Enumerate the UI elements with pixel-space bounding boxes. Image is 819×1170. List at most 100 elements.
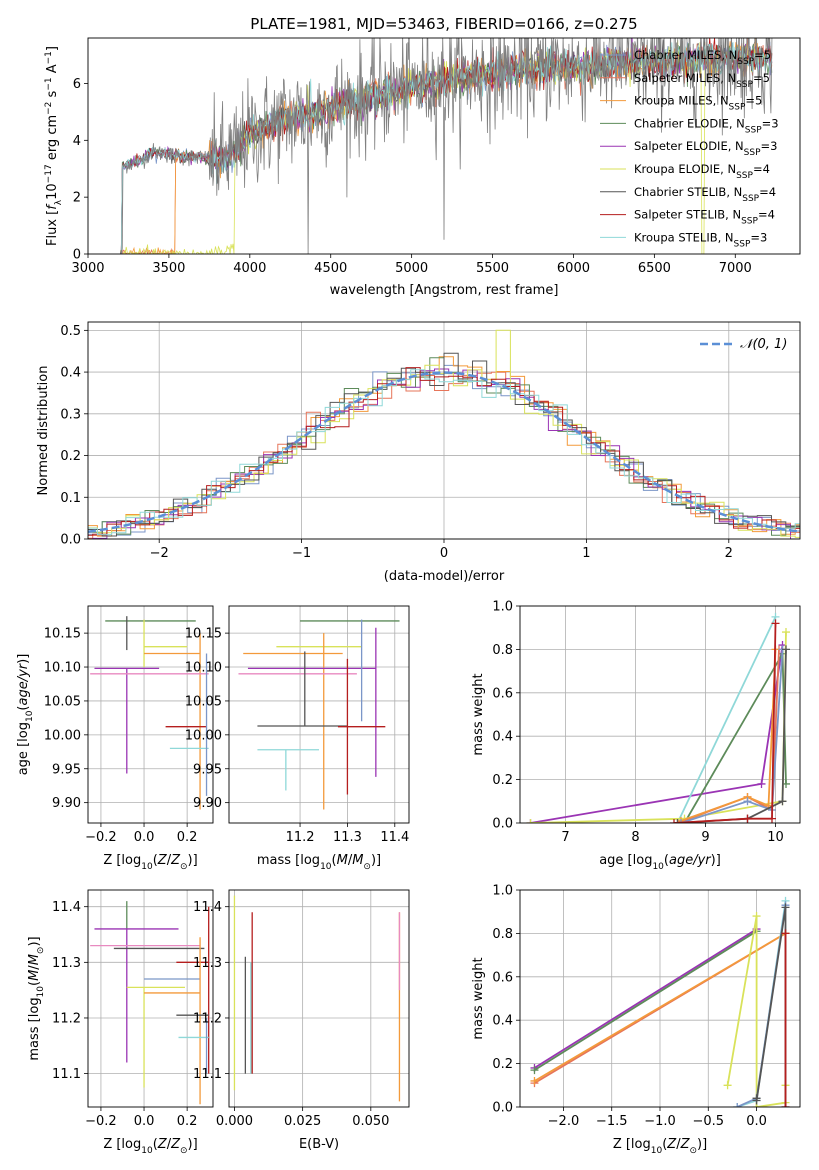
y-tick-label: 0.2 <box>492 773 513 788</box>
y-tick-label: 0.6 <box>492 686 513 701</box>
weight_vs_age-axes: 7 8 9 10 0.0 0.2 0.4 0.6 0.8 1.0 <box>492 600 800 845</box>
legend-entry: Kroupa MILES, NSSP=5 <box>634 94 762 113</box>
x-axis-label: mass [log10(M/M⊙)] <box>257 853 381 872</box>
weight-marker <box>530 1076 539 1085</box>
x-axis-label: (data-model)/error <box>384 569 505 584</box>
y-tick-label: 0.5 <box>60 324 81 339</box>
x-axis-label: Z [log10(Z/Z⊙)] <box>103 1137 197 1156</box>
errorbar-point <box>257 749 319 791</box>
x-tick-label: 11.2 <box>286 830 315 845</box>
x-tick-label: −1.5 <box>596 1114 628 1129</box>
spectrum-plot-area <box>120 38 773 254</box>
y-tick-label: 10.00 <box>44 728 81 743</box>
legend-entry: Chabrier STELIB, NSSP=4 <box>634 185 776 204</box>
spectrum-axes: 3000 3500 4000 4500 5000 5500 6000 6500 7000 0 2 4 6 <box>71 77 751 276</box>
y-tick-label: 10.15 <box>185 627 222 642</box>
legend-entry: Salpeter STELIB, NSSP=4 <box>634 208 775 227</box>
y-tick-label: 11.4 <box>193 900 222 915</box>
weight-line <box>534 932 786 1082</box>
legend-entry: Salpeter MILES, NSSP=5 <box>634 71 770 90</box>
y-tick-label: 10.15 <box>44 627 81 642</box>
x-tick-label: −0.5 <box>692 1114 724 1129</box>
figure-title: PLATE=1981, MJD=53463, FIBERID=0166, z=0… <box>250 15 637 33</box>
y-tick-label: 1.0 <box>492 600 513 615</box>
weight-marker <box>723 1081 732 1090</box>
weight-marker <box>752 1096 761 1105</box>
y-tick-label: 0.8 <box>492 927 513 942</box>
histogram-step <box>88 369 800 536</box>
y-tick-label: 0.0 <box>492 817 513 832</box>
x-tick-label: 5000 <box>395 261 428 276</box>
y-axis-label: age [log10(age/yr)] <box>16 654 35 776</box>
weight-line <box>680 649 777 822</box>
y-tick-label: 9.95 <box>193 762 222 777</box>
x-tick-label: −2 <box>150 546 169 561</box>
x-tick-label: 0.2 <box>177 830 198 845</box>
y-tick-label: 11.2 <box>52 1011 81 1026</box>
y-tick-label: 10.00 <box>185 728 222 743</box>
spectrum-frame <box>87 37 801 255</box>
x-tick-label: 3500 <box>152 261 185 276</box>
histogram-step <box>88 352 800 537</box>
errorbar-point <box>143 619 188 668</box>
weight-marker <box>743 814 752 823</box>
y-tick-label: 0.2 <box>492 1057 513 1072</box>
weight-line <box>676 616 777 823</box>
y-tick-label: 1.0 <box>492 884 513 899</box>
legend: Chabrier MILES, NSSP=5 Salpeter MILES, NS… <box>600 48 779 249</box>
legend-entry: 𝒩(0, 1) <box>740 337 787 352</box>
x-tick-label: 11.4 <box>380 830 409 845</box>
weight-marker <box>778 797 787 806</box>
x-tick-label: 7000 <box>719 261 752 276</box>
x-tick-label: −2.0 <box>548 1114 580 1129</box>
y-tick-label: 9.90 <box>193 796 222 811</box>
y-tick-label: 0.2 <box>60 449 81 464</box>
weight-marker <box>530 1066 539 1075</box>
weight-line <box>755 907 787 1107</box>
weight-line <box>736 905 787 1107</box>
x-tick-label: 0 <box>440 546 448 561</box>
y-tick-label: 4 <box>73 134 81 149</box>
age_vs_Z-axes: −0.2 0.0 0.2 9.90 9.95 10.00 10.05 10.10 10.15 <box>44 606 213 845</box>
weight-line <box>534 930 758 1071</box>
y-tick-label: 11.4 <box>52 900 81 915</box>
x-tick-label: 0.000 <box>216 1114 253 1129</box>
weight-marker <box>733 1103 742 1107</box>
errorbar-point <box>337 658 386 795</box>
y-tick-label: 0.1 <box>60 491 81 506</box>
x-tick-label: 5500 <box>476 261 509 276</box>
x-axis-label: E(B-V) <box>299 1137 339 1152</box>
weight-marker <box>782 628 790 637</box>
histogram-step <box>88 371 800 539</box>
weight_vs_Z-axes: −2.0 −1.5 −1.0 −0.5 0.0 0.0 0.2 0.4 0.6 0.8 1.0 <box>492 884 800 1129</box>
y-tick-label: 9.95 <box>52 762 81 777</box>
weight-line <box>673 623 777 823</box>
mass_vs_Z-frame <box>87 889 214 1108</box>
errorbar-point <box>247 627 377 777</box>
y-tick-label: 0.0 <box>492 1101 513 1116</box>
x-tick-label: 2 <box>725 546 733 561</box>
y-tick-label: 0.6 <box>492 970 513 985</box>
weight-line <box>736 900 787 1107</box>
weight-marker <box>673 819 682 823</box>
histogram-step <box>88 367 800 536</box>
errorbar-point <box>144 633 201 810</box>
y-axis-label: mass [log10(M/M⊙)] <box>27 936 46 1060</box>
x-tick-label: 11.3 <box>333 830 362 845</box>
errorbar-point <box>144 937 201 1105</box>
legend-entry: Chabrier ELODIE, NSSP=3 <box>634 116 779 135</box>
weight-marker <box>670 819 678 823</box>
x-tick-label: 4500 <box>314 261 347 276</box>
x-tick-label: 4000 <box>233 261 266 276</box>
y-axis-label: Normed distribution <box>36 366 51 496</box>
weight_vs_age-plot-area <box>526 612 790 823</box>
y-tick-label: 10.05 <box>44 694 81 709</box>
y-tick-label: 6 <box>73 77 81 92</box>
mass_vs_Z-axes: −0.2 0.0 0.2 11.1 11.2 11.3 11.4 <box>52 890 213 1129</box>
weight-marker <box>781 1103 790 1107</box>
x-tick-label: −1.0 <box>644 1114 676 1129</box>
y-tick-label: 10.10 <box>185 661 222 676</box>
weight-marker <box>757 779 766 788</box>
weight-marker <box>781 903 790 912</box>
